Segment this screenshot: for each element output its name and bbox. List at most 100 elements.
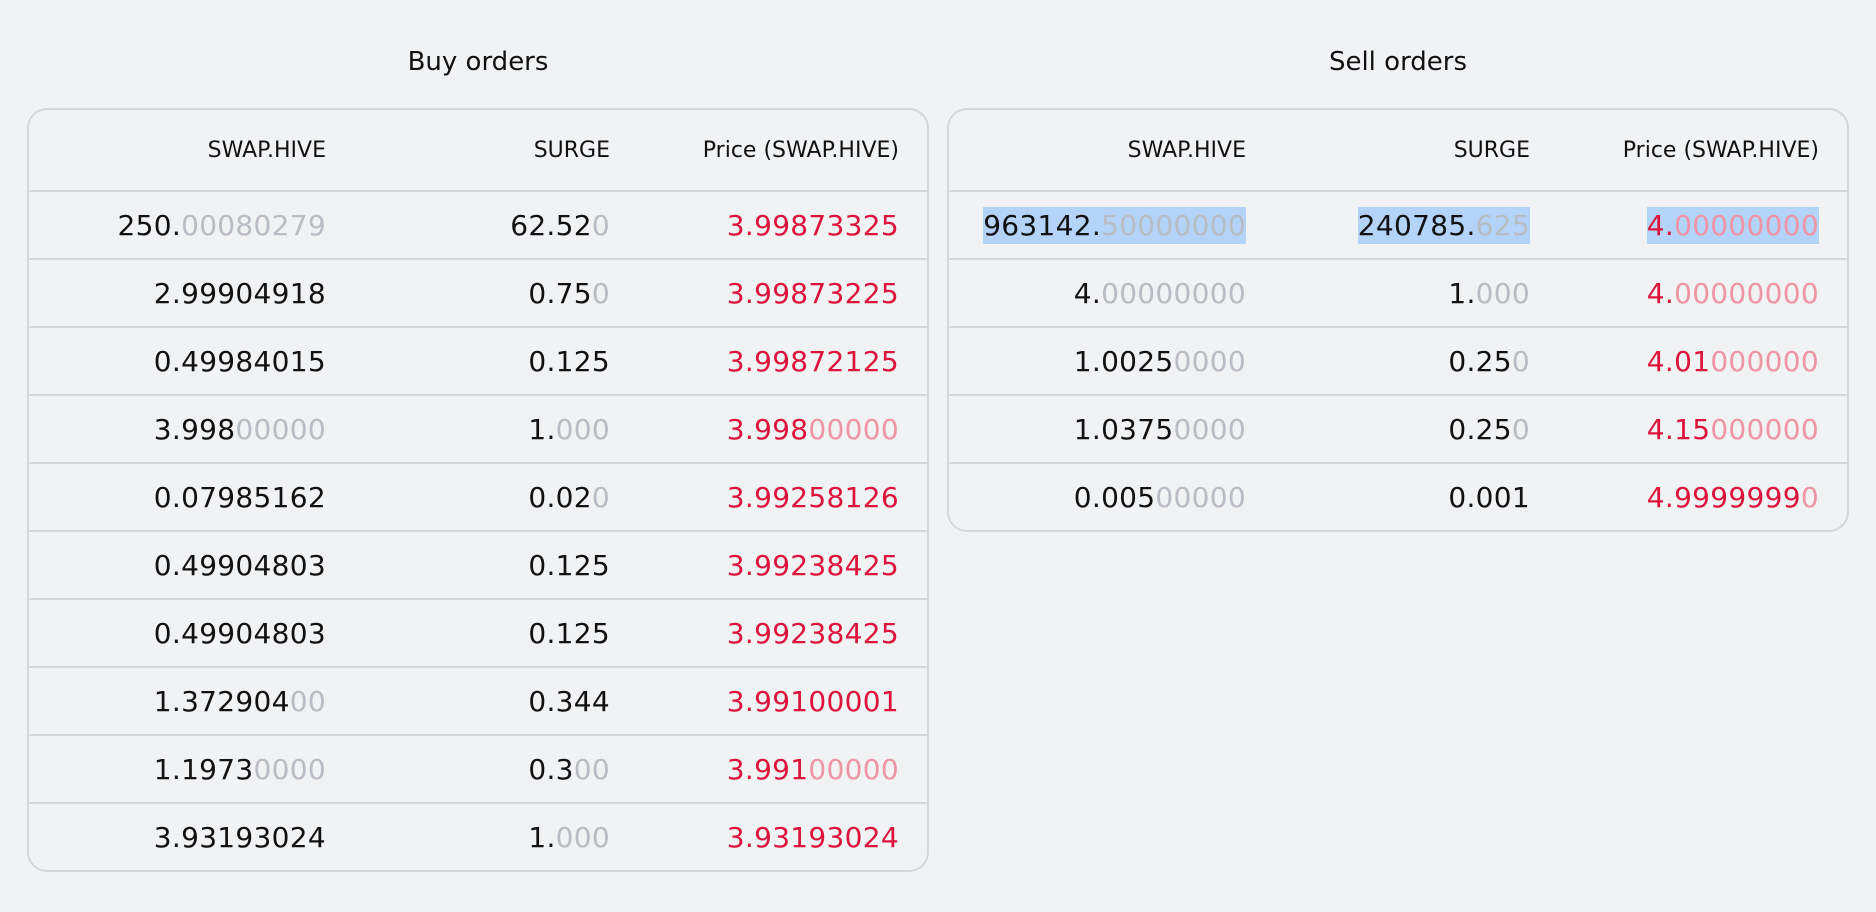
buy-order-surge-amount-significant: 0.75: [528, 276, 592, 310]
sell-order-surge-amount: 240785.625: [1246, 191, 1530, 260]
buy-order-price-significant: 3.99100001: [726, 684, 899, 718]
sell-order-price: 4.99999990: [1530, 463, 1847, 530]
buy-order-surge-amount: 0.125: [326, 327, 610, 396]
buy-order-price-trailing-zeros: 00000: [808, 412, 899, 446]
buy-order-swap-hive-amount: 0.49904803: [29, 599, 326, 668]
buy-order-surge-amount-trailing-zeros: 000: [555, 820, 610, 854]
buy-orders-header-row: SWAP.HIVE SURGE Price (SWAP.HIVE): [29, 110, 927, 192]
sell-order-swap-hive-amount-value: 0.00500000: [1074, 479, 1246, 516]
buy-order-surge-amount-value: 62.520: [510, 207, 610, 244]
buy-order-surge-amount: 0.125: [326, 599, 610, 668]
buy-order-surge-amount: 0.750: [326, 259, 610, 328]
buy-order-surge-amount-significant: 0.125: [528, 548, 610, 582]
sell-order-swap-hive-amount-value: 1.00250000: [1074, 343, 1246, 380]
buy-order-surge-amount: 0.020: [326, 463, 610, 532]
sell-order-price-significant: 4.: [1646, 208, 1675, 242]
sell-order-price-trailing-zeros: 00000000: [1674, 276, 1819, 310]
buy-order-surge-amount-value: 0.344: [528, 683, 610, 720]
sell-order-swap-hive-amount-significant: 963142.: [983, 208, 1102, 242]
buy-order-price-significant: 3.93193024: [726, 820, 899, 854]
buy-order-row[interactable]: 0.49904803 0.125 3.99238425: [29, 531, 927, 600]
buy-order-price: 3.93193024: [610, 803, 927, 870]
sell-order-swap-hive-amount-significant: 1.0375: [1073, 412, 1174, 446]
buy-order-swap-hive-amount-significant: 2.99904918: [153, 276, 326, 310]
buy-order-surge-amount-significant: 62.52: [510, 208, 592, 242]
sell-order-surge-amount-value: 0.250: [1448, 411, 1530, 448]
sell-order-price-value: 4.01000000: [1647, 343, 1819, 380]
sell-header-price: Price (SWAP.HIVE): [1530, 110, 1847, 192]
buy-order-swap-hive-amount-value: 0.49984015: [154, 343, 326, 380]
sell-order-price: 4.00000000: [1530, 191, 1847, 260]
buy-order-surge-amount-trailing-zeros: 0: [591, 276, 610, 310]
sell-order-row[interactable]: 1.03750000 0.250 4.15000000: [949, 395, 1847, 464]
sell-orders-panel: Sell orders SWAP.HIVE SURGE Price (SWAP.…: [947, 0, 1849, 532]
buy-order-row[interactable]: 250.00080279 62.520 3.99873325: [29, 191, 927, 260]
sell-order-surge-amount-significant: 240785.: [1357, 208, 1476, 242]
buy-order-swap-hive-amount-trailing-zeros: 0000: [253, 752, 326, 786]
buy-order-swap-hive-amount: 1.19730000: [29, 735, 326, 804]
sell-order-price-value: 4.15000000: [1647, 411, 1819, 448]
buy-order-price-value: 3.99100001: [727, 683, 899, 720]
buy-order-price: 3.99873325: [610, 191, 927, 260]
sell-order-price-trailing-zeros: 00000000: [1674, 208, 1819, 242]
buy-order-swap-hive-amount: 250.00080279: [29, 191, 326, 260]
sell-header-swap-hive: SWAP.HIVE: [949, 110, 1246, 192]
sell-order-surge-amount: 0.250: [1246, 395, 1530, 464]
sell-order-price-significant: 4.9999999: [1646, 480, 1801, 514]
sell-order-swap-hive-amount-value: 963142.50000000: [983, 206, 1246, 244]
buy-order-swap-hive-amount-value: 250.00080279: [118, 207, 326, 244]
buy-header-swap-hive: SWAP.HIVE: [29, 110, 326, 192]
buy-order-row[interactable]: 1.37290400 0.344 3.99100001: [29, 667, 927, 736]
sell-order-price-value: 4.99999990: [1647, 479, 1819, 516]
sell-order-row[interactable]: 4.00000000 1.000 4.00000000: [949, 259, 1847, 328]
buy-order-row[interactable]: 3.99800000 1.000 3.99800000: [29, 395, 927, 464]
buy-order-swap-hive-amount: 3.99800000: [29, 395, 326, 464]
sell-order-row[interactable]: 963142.50000000 240785.625 4.00000000: [949, 191, 1847, 260]
buy-order-surge-amount-significant: 0.02: [528, 480, 592, 514]
buy-order-swap-hive-amount-significant: 0.07985162: [153, 480, 326, 514]
buy-order-surge-amount: 1.000: [326, 395, 610, 464]
sell-order-price-significant: 4.: [1646, 276, 1675, 310]
buy-order-price: 3.99100000: [610, 735, 927, 804]
buy-order-price-value: 3.99238425: [727, 547, 899, 584]
sell-order-swap-hive-amount-trailing-zeros: 50000000: [1101, 208, 1246, 242]
sell-order-price-significant: 4.15: [1646, 412, 1711, 446]
buy-order-swap-hive-amount-value: 2.99904918: [154, 275, 326, 312]
sell-orders-body: 963142.50000000 240785.625 4.00000000 4.000…: [949, 191, 1847, 530]
sell-order-surge-amount-trailing-zeros: 000: [1475, 276, 1530, 310]
buy-order-surge-amount-significant: 0.3: [528, 752, 574, 786]
sell-order-surge-amount-trailing-zeros: 0: [1511, 412, 1530, 446]
sell-order-surge-amount-value: 1.000: [1448, 275, 1530, 312]
buy-order-surge-amount-value: 0.300: [528, 751, 610, 788]
sell-order-swap-hive-amount-value: 4.00000000: [1074, 275, 1246, 312]
buy-order-swap-hive-amount-trailing-zeros: 00: [289, 684, 326, 718]
buy-order-surge-amount-significant: 1.: [528, 820, 556, 854]
sell-order-swap-hive-amount-trailing-zeros: 0000: [1173, 412, 1246, 446]
buy-order-swap-hive-amount: 3.93193024: [29, 803, 326, 870]
buy-order-swap-hive-amount-significant: 1.1973: [153, 752, 254, 786]
buy-order-price-significant: 3.99873225: [726, 276, 899, 310]
buy-order-row[interactable]: 0.49904803 0.125 3.99238425: [29, 599, 927, 668]
buy-order-row[interactable]: 2.99904918 0.750 3.99873225: [29, 259, 927, 328]
buy-order-price: 3.99258126: [610, 463, 927, 532]
buy-order-row[interactable]: 0.07985162 0.020 3.99258126: [29, 463, 927, 532]
buy-order-price-significant: 3.99258126: [726, 480, 899, 514]
sell-order-row[interactable]: 0.00500000 0.001 4.99999990: [949, 463, 1847, 530]
sell-order-price: 4.00000000: [1530, 259, 1847, 328]
buy-order-price: 3.99100001: [610, 667, 927, 736]
buy-order-swap-hive-amount-significant: 0.49904803: [153, 616, 326, 650]
buy-order-row[interactable]: 3.93193024 1.000 3.93193024: [29, 803, 927, 870]
sell-order-swap-hive-amount-value: 1.03750000: [1074, 411, 1246, 448]
buy-order-price: 3.99872125: [610, 327, 927, 396]
buy-order-swap-hive-amount-significant: 250.: [117, 208, 182, 242]
sell-order-row[interactable]: 1.00250000 0.250 4.01000000: [949, 327, 1847, 396]
buy-order-swap-hive-amount-trailing-zeros: 00080279: [181, 208, 326, 242]
sell-order-swap-hive-amount: 1.00250000: [949, 327, 1246, 396]
sell-order-price-trailing-zeros: 000000: [1710, 412, 1819, 446]
buy-order-price: 3.99873225: [610, 259, 927, 328]
buy-order-swap-hive-amount: 0.49984015: [29, 327, 326, 396]
buy-order-surge-amount-value: 1.000: [528, 819, 610, 856]
buy-order-price-value: 3.99238425: [727, 615, 899, 652]
buy-order-row[interactable]: 0.49984015 0.125 3.99872125: [29, 327, 927, 396]
buy-order-row[interactable]: 1.19730000 0.300 3.99100000: [29, 735, 927, 804]
